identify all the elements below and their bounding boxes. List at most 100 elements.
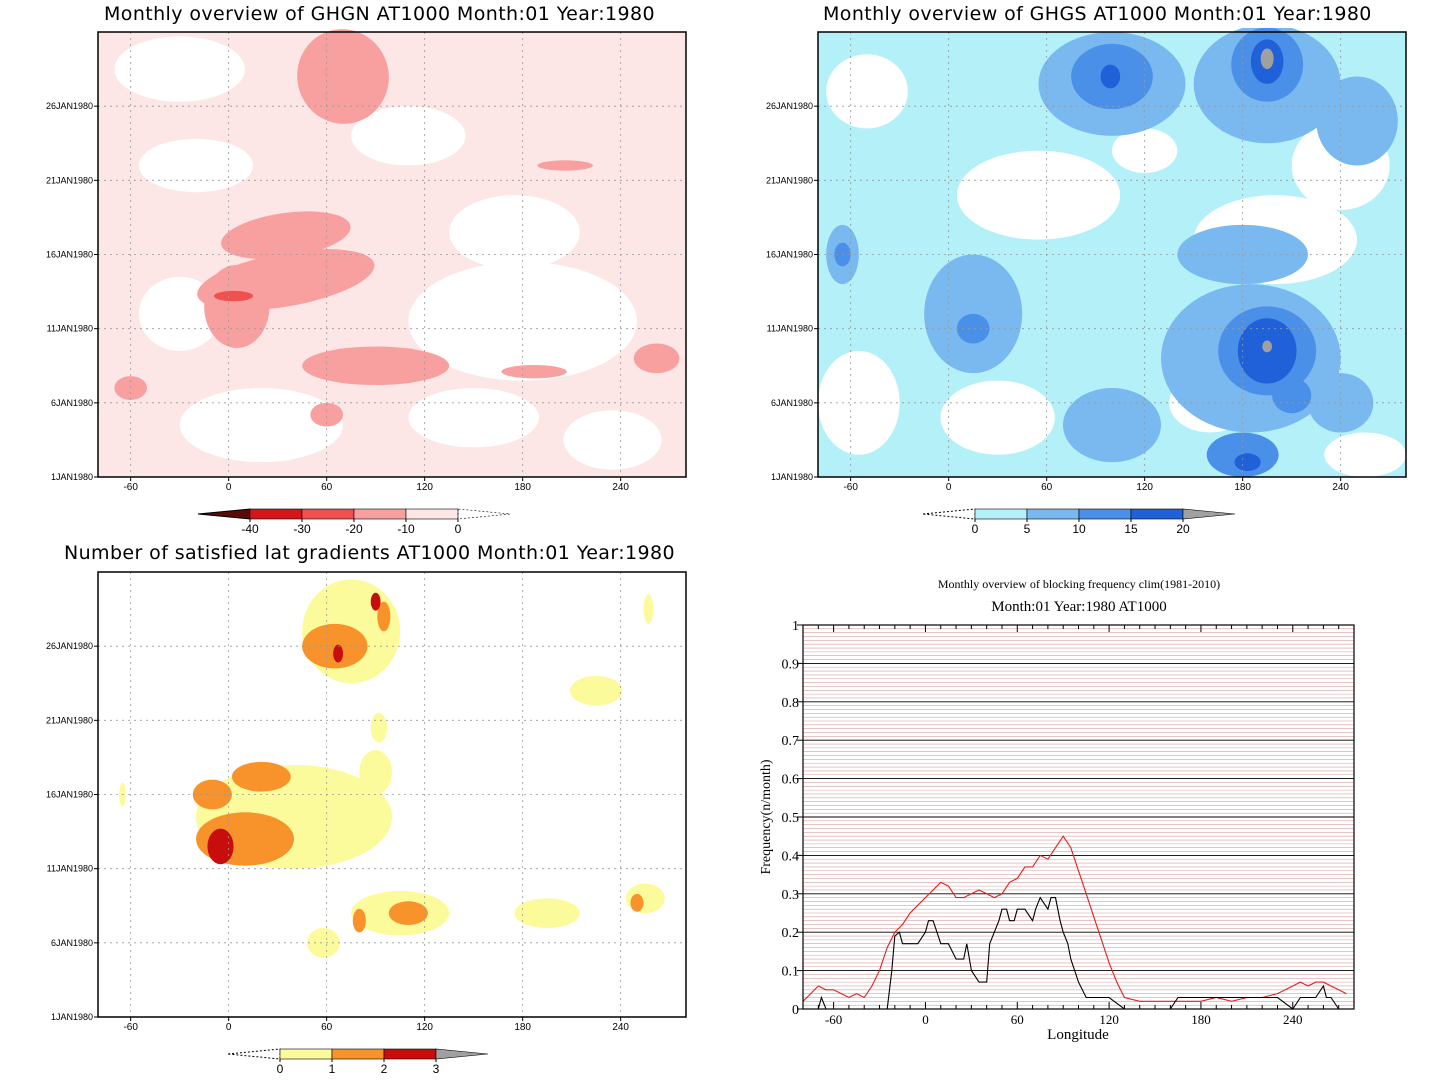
y-tick-label: 21JAN1980: [766, 175, 813, 185]
y-tick-label: 16JAN1980: [46, 790, 93, 800]
y-tick-label: 0: [792, 1003, 799, 1018]
colorbar-label: -10: [397, 522, 415, 536]
white-region: [351, 106, 466, 166]
x-tick-label: 240: [612, 482, 629, 493]
panel2-title: Monthly overview of GHGS AT1000 Month:01…: [823, 3, 1372, 25]
ghgs-band-10-15: [956, 313, 990, 344]
y-tick-label: 0.6: [782, 773, 800, 788]
axes-ticks: -60 0 60 120 180 240 1JAN1980 6JAN1980 11JAN1980…: [766, 101, 1349, 493]
y-tick-label: 6JAN1980: [771, 398, 813, 408]
x-tick-label: 0: [226, 482, 232, 493]
white-region: [449, 195, 580, 270]
y-tick-label: 6JAN1980: [51, 398, 93, 408]
y-tick-label: 1JAN1980: [51, 1012, 93, 1022]
ghgs-band-5-10: [1063, 388, 1161, 463]
y-tick-label: 21JAN1980: [46, 715, 93, 725]
ghgn-negative-area: [537, 160, 593, 171]
gradients-level-0-1: [359, 750, 392, 795]
x-tick-label: 0: [946, 482, 952, 493]
colorbar-label: 10: [1072, 522, 1086, 536]
x-tick-label: 60: [321, 1022, 333, 1033]
y-tick-label: 11JAN1980: [47, 864, 93, 874]
x-tick-label: 60: [1041, 482, 1053, 493]
observed-line: [803, 896, 1347, 1010]
grid-lines: [98, 572, 686, 1017]
colorbar-segment: [974, 508, 1028, 520]
y-tick-label: 0.1: [782, 965, 800, 980]
colorbar-label: 0: [277, 1062, 284, 1076]
ghgs-band-5-10: [1316, 76, 1398, 166]
y-tick-label: 0.8: [782, 696, 800, 711]
gradients-level-1-2: [302, 623, 368, 669]
white-region: [563, 410, 662, 470]
white-region: [114, 36, 245, 102]
colorbar-segment: [383, 1048, 437, 1060]
blocking-frequency-chart: Monthly overview of blocking frequency c…: [759, 577, 1355, 1043]
y-axis-label: Frequency(n/month): [759, 759, 774, 874]
ghgn-negative-area: [501, 365, 567, 379]
y-tick-label: 1JAN1980: [51, 472, 93, 482]
gradients-level-2-3: [207, 828, 234, 865]
ghgs-band-above-20: [1260, 48, 1274, 70]
y-tick-label: 11JAN1980: [47, 324, 93, 334]
ghgn-heatmap-panel: -60 0 60 120 180 240 1JAN1980 6JAN1980 11JAN1980…: [46, 29, 687, 493]
lat-gradients-heatmap-panel: -60 0 60 120 180 240 1JAN1980 6JAN1980 11JAN1980…: [46, 571, 687, 1033]
white-region: [138, 138, 254, 193]
x-tick-label: 60: [1011, 1012, 1024, 1027]
colorbar-left-extension: [197, 508, 251, 520]
x-tick-label: 180: [514, 1022, 531, 1033]
x-tick-label: 120: [416, 1022, 433, 1033]
white-region: [408, 388, 539, 448]
x-tick-label: 240: [1332, 482, 1349, 493]
colorbar-left-extension: [922, 508, 976, 520]
ghgn-negative-area: [310, 402, 343, 427]
y-tick-label: 26JAN1980: [766, 101, 813, 111]
colorbar-right-extension: [457, 508, 511, 520]
ghgs-band-10-15: [1272, 377, 1312, 414]
gradients-level-0-1: [514, 898, 580, 928]
gradients-level-1-2: [352, 908, 366, 933]
colorbar-segment: [1026, 508, 1080, 520]
colorbar-label: -40: [241, 522, 259, 536]
ghgs-band-15-20: [1100, 64, 1121, 89]
axes-ticks: 0 0.1 0.2 0.3 0.4 0.5 0.6 0.7 0.8 0.9 1 -60 0 60 120 18…: [782, 619, 1355, 1027]
ghgn-colorbar: -40 -30 -20 -10 0: [197, 508, 511, 536]
colorbar-segment: [279, 1048, 333, 1060]
ghgn-negative-area: [221, 211, 351, 260]
x-tick-label: -60: [123, 1022, 138, 1033]
colorbar-label: 15: [1124, 522, 1138, 536]
panel1-title: Monthly overview of GHGN AT1000 Month:01…: [104, 3, 655, 25]
x-tick-label: 240: [612, 1022, 629, 1033]
ghgn-negative-area: [204, 264, 270, 348]
x-tick-label: 120: [1099, 1012, 1119, 1027]
white-region: [1112, 128, 1178, 173]
colorbar-segment: [405, 508, 459, 520]
y-tick-label: 26JAN1980: [46, 641, 93, 651]
colorbar-label: 20: [1176, 522, 1190, 536]
series-lines: [802, 835, 1347, 1010]
x-tick-label: 180: [514, 482, 531, 493]
colorbar-segment: [1078, 508, 1132, 520]
gradients-level-1-2: [231, 761, 291, 792]
x-axis-label: Longitude: [1047, 1027, 1109, 1043]
x-tick-label: 60: [321, 482, 333, 493]
y-tick-label: 11JAN1980: [767, 324, 813, 334]
ghgn-negative-area: [297, 29, 389, 124]
grid-lines: [803, 628, 1354, 1006]
y-tick-label: 16JAN1980: [46, 250, 93, 260]
x-tick-label: -60: [843, 482, 858, 493]
x-tick-label: 180: [1234, 482, 1251, 493]
y-tick-label: 1JAN1980: [771, 472, 813, 482]
colorbar-left-extension: [227, 1048, 281, 1060]
gradients-level-0-1: [570, 675, 623, 706]
axes-ticks: -60 0 60 120 180 240 1JAN1980 6JAN1980 11JAN1980…: [46, 101, 629, 493]
colorbar-label: 0: [972, 522, 979, 536]
climatology-line: [802, 835, 1347, 1002]
gradients-level-1-2: [630, 893, 644, 912]
colorbar-segment: [249, 508, 303, 520]
ghgs-heatmap-panel: -60 0 60 120 180 240 1JAN1980 6JAN1980 11JAN1980…: [766, 28, 1407, 493]
gradients-level-2-3: [370, 592, 381, 611]
colorbar-segment: [353, 508, 407, 520]
x-tick-label: 120: [416, 482, 433, 493]
ghgs-band-above-20: [1262, 340, 1273, 353]
